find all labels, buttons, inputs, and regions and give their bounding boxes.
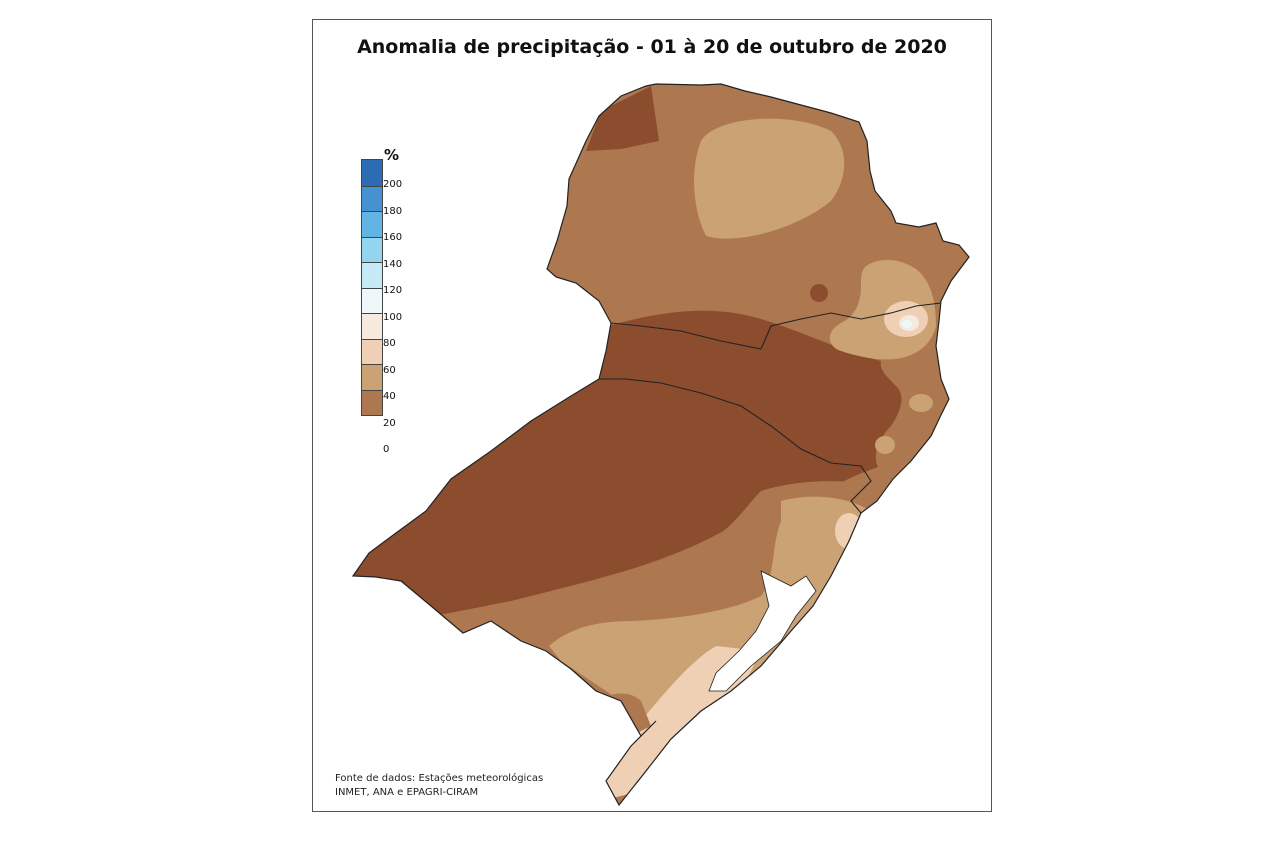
legend-tick-label: 160: [383, 232, 403, 243]
legend-swatch: [362, 236, 382, 262]
legend-tick-label: 200: [383, 179, 403, 190]
lagoa-dos-patos: [708, 570, 817, 692]
legend-tick-label: 140: [383, 258, 403, 270]
class-area-40-60-sc-a: [875, 436, 895, 454]
legend-swatch: [362, 211, 382, 237]
legend-swatch: [362, 389, 382, 415]
map-title: Anomalia de precipitação - 01 à 20 de ou…: [357, 36, 947, 58]
legend-swatch: [362, 338, 382, 364]
class-area-0-20-dot: [810, 284, 828, 302]
map-frame: Anomalia de precipitação - 01 à 20 de ou…: [312, 19, 992, 812]
legend-tick-label: 80: [383, 338, 396, 349]
data-source-note: Fonte de dados: Estações meteorológicas …: [335, 772, 543, 800]
source-line-2: INMET, ANA e EPAGRI-CIRAM: [335, 787, 479, 798]
legend-unit: %: [384, 146, 400, 164]
legend-swatch: [362, 364, 382, 390]
source-line-1: Fonte de dados: Estações meteorológicas: [335, 773, 544, 784]
sc-rs-border: [599, 378, 872, 514]
legend-tick-label: 100: [383, 311, 403, 323]
legend-tick-label: 40: [383, 391, 396, 402]
anomaly-fill-layer: [353, 84, 969, 805]
legend-tick-label: 120: [383, 285, 403, 296]
legend-tick-label: 60: [383, 364, 396, 376]
legend-tick-label: 20: [383, 417, 396, 429]
precipitation-anomaly-map: [351, 83, 970, 807]
legend-tick-label: 180: [383, 205, 403, 217]
legend-swatch: [362, 160, 382, 186]
legend-tick-label: 0: [383, 444, 390, 455]
parana-sc-border: [610, 302, 942, 350]
legend-swatch: [362, 262, 382, 288]
legend-swatch: [362, 287, 382, 313]
legend-swatch: [362, 313, 382, 339]
class-area-40-60-sc-b: [909, 394, 933, 412]
class-area-60-80-north: [694, 118, 845, 239]
class-area-0-20-nw: [586, 86, 659, 151]
legend-swatch: [362, 185, 382, 211]
region-border: [351, 83, 970, 807]
class-area-40-60-south: [549, 496, 881, 731]
class-area-100-120-patch: [902, 320, 912, 328]
legend-colorbar: [361, 159, 383, 416]
